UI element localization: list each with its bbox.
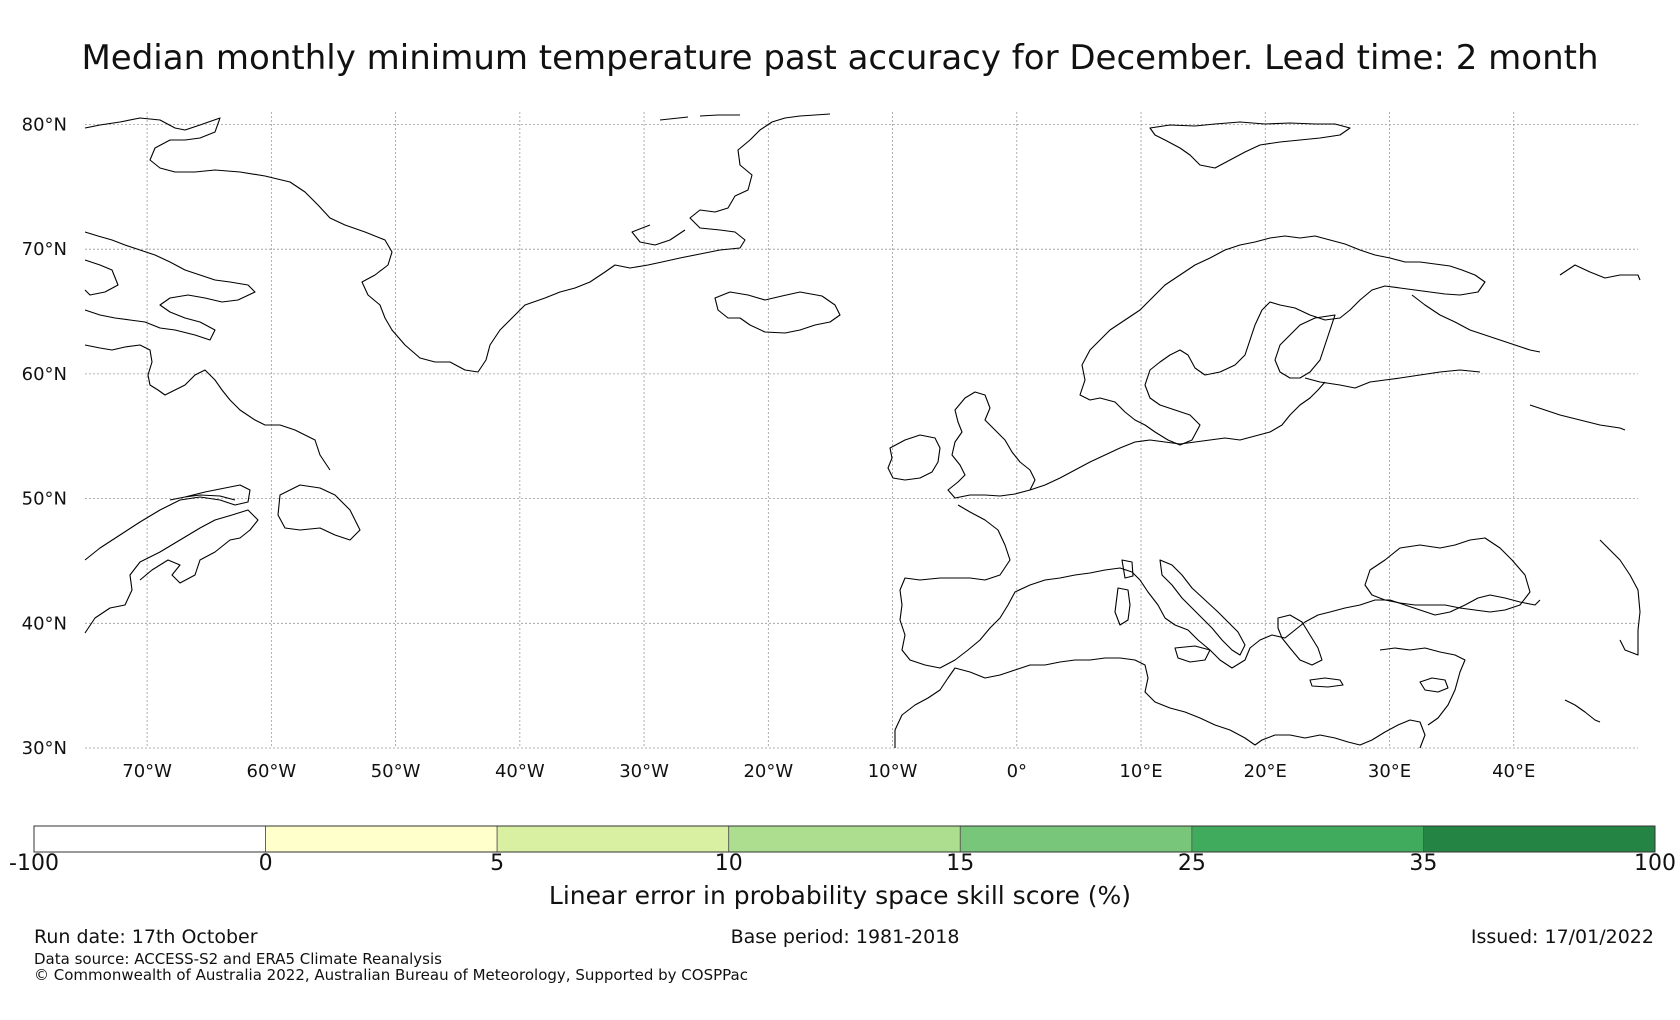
colorbar-segment	[1191, 825, 1424, 853]
issued-date: Issued: 17/01/2022	[1470, 926, 1654, 948]
lat-tick-label: 60°N	[22, 364, 67, 385]
coastline-iceland	[714, 291, 841, 334]
colorbar-segment	[265, 825, 498, 853]
lon-tick-label: 70°W	[122, 761, 172, 782]
map-title: Median monthly minimum temperature past …	[81, 38, 1599, 78]
lat-tick-label: 40°N	[22, 613, 67, 634]
lon-tick-label: 60°W	[247, 761, 297, 782]
base-period: Base period: 1981-2018	[730, 926, 960, 948]
colorbar-tick: 35	[1409, 851, 1438, 876]
colorbar-segment	[728, 825, 961, 853]
coastline-ireland	[887, 434, 941, 481]
lon-tick-label: 30°E	[1368, 761, 1411, 782]
gridlines	[85, 112, 1638, 749]
colorbar-tick: 15	[946, 851, 975, 876]
coastline-turkey-east	[1379, 539, 1641, 726]
data-source: Data source: ACCESS-S2 and ERA5 Climate …	[34, 950, 442, 968]
coastline-svalbard	[1149, 121, 1351, 169]
lon-tick-label: 20°E	[1244, 761, 1287, 782]
coastline-north-europe	[1029, 381, 1326, 491]
lon-tick-label: 30°W	[619, 761, 669, 782]
colorbar-segment	[496, 825, 730, 853]
lat-tick-label: 80°N	[22, 114, 67, 135]
coastline-finland	[1274, 314, 1481, 389]
colorbar-segment	[33, 825, 266, 853]
coastline-baffin	[84, 231, 256, 341]
coastline-sicily	[1174, 645, 1211, 663]
coastline-greece	[1277, 614, 1323, 666]
colorbar-tick: 100	[1634, 851, 1676, 876]
latitude-labels: 80°N 70°N 60°N 50°N 40°N 30°N	[22, 114, 67, 759]
lat-tick-label: 30°N	[22, 738, 67, 759]
colorbar-tick: 10	[714, 851, 743, 876]
coastline-north-america	[84, 344, 361, 634]
lat-tick-label: 50°N	[22, 489, 67, 510]
coastline-britain	[947, 391, 1036, 499]
colorbar-tick: 25	[1177, 851, 1206, 876]
lat-tick-label: 70°N	[22, 239, 67, 260]
colorbar-tick: 0	[258, 851, 273, 876]
colorbar-border	[33, 825, 1656, 853]
colorbar-segment	[1423, 825, 1656, 853]
colorbar-tick: 5	[490, 851, 505, 876]
lon-tick-label: 10°E	[1119, 761, 1162, 782]
coastline-scandinavia	[1079, 235, 1486, 446]
colorbar-tick: -100	[9, 851, 59, 876]
run-date: Run date: 17th October	[34, 926, 258, 948]
coastline-greenland	[84, 113, 831, 373]
lon-tick-label: 50°W	[371, 761, 421, 782]
colorbar-segment	[959, 825, 1193, 853]
coastline-west-europe	[899, 504, 1541, 669]
lon-tick-label: 40°W	[495, 761, 545, 782]
coastline-black-sea	[1364, 537, 1531, 613]
coastline-north-africa	[894, 657, 1426, 749]
lon-tick-label: 10°W	[868, 761, 918, 782]
lon-tick-label: 0°	[1007, 761, 1027, 782]
coastline-russia-north	[1411, 264, 1641, 431]
coastline-cyprus	[1419, 677, 1449, 693]
lon-tick-label: 20°W	[743, 761, 793, 782]
coastline-sardinia	[1114, 559, 1134, 626]
lon-tick-label: 40°E	[1492, 761, 1535, 782]
coastline-italy	[1159, 559, 1246, 656]
copyright: © Commonwealth of Australia 2022, Austra…	[34, 966, 748, 984]
longitude-labels: 70°W 60°W 50°W 40°W 30°W 20°W 10°W 0° 10°E 20°E 30…	[122, 761, 1535, 782]
coastlines	[84, 113, 1641, 749]
coastline-crete	[1309, 677, 1344, 688]
colorbar	[33, 825, 1656, 853]
colorbar-label: Linear error in probability space skill …	[548, 881, 1132, 910]
